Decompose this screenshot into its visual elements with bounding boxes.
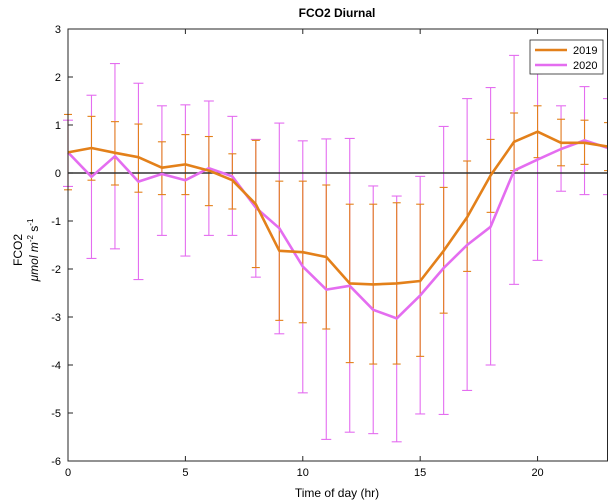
y-axis-label-line1: FCO2 (11, 234, 25, 266)
error-bar-2019 (604, 122, 608, 172)
y-tick-label: -6 (51, 456, 61, 468)
x-tick-label: 15 (414, 467, 426, 479)
chart-title: FCO2 Diurnal (299, 6, 376, 20)
x-axis-label: Time of day (hr) (295, 486, 379, 500)
y-axis-units-part-3: s (27, 226, 41, 235)
series-line-2020 (67, 139, 608, 320)
y-axis-units-part-4: -1 (26, 218, 35, 226)
y-tick-label: 3 (55, 24, 61, 36)
legend-box (529, 39, 604, 75)
y-tick-label: 2 (55, 72, 61, 84)
legend: 2019 2020 (529, 39, 604, 75)
y-tick-label: 0 (55, 168, 61, 180)
y-tick-label: 1 (55, 120, 61, 132)
error-bar-2020 (603, 98, 608, 196)
y-axis-units-part-1: μmol m (27, 242, 41, 282)
x-tick-label: 5 (182, 467, 188, 479)
series-line-2019 (67, 130, 608, 286)
y-axis-units-part-2: -2 (26, 235, 35, 243)
axis-ticks-layer: 0 5 10 15 20 -6 -5 -4 -3 -2 -1 0 1 2 3 (51, 24, 543, 479)
y-axis-label-units: μmol m-2 s-1 (26, 218, 41, 282)
y-tick-label: -5 (51, 408, 61, 420)
y-tick-label: -2 (51, 264, 61, 276)
y-tick-label: -1 (51, 216, 61, 228)
y-axis-label: FCO2 μmol m-2 s-1 (11, 218, 41, 282)
series-lines-layer (67, 130, 608, 320)
x-tick-label: 20 (531, 467, 543, 479)
legend-label-2019: 2019 (573, 45, 597, 57)
plot-area (68, 29, 608, 461)
x-tick-label: 0 (65, 467, 71, 479)
legend-label-2020: 2020 (573, 60, 597, 72)
y-tick-label: -3 (51, 312, 61, 324)
y-tick-label: -4 (51, 360, 61, 372)
x-tick-label: 10 (297, 467, 309, 479)
